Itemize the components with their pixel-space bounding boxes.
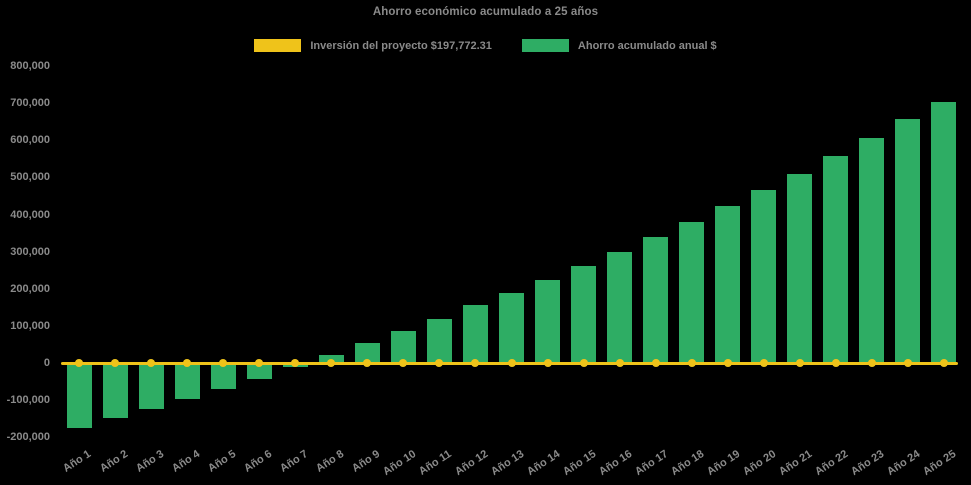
savings-bar-year-18 <box>679 221 705 364</box>
x-axis-tick-label: Año 14 <box>524 448 563 479</box>
savings-bar-year-9 <box>354 343 380 364</box>
investment-line-marker <box>759 359 768 368</box>
legend-label-savings: Ahorro acumulado anual $ <box>577 39 717 52</box>
savings-bar-year-25 <box>931 101 957 364</box>
y-axis-tick-label: 400,000 <box>10 208 50 221</box>
x-axis-tick-label: Año 8 <box>313 448 346 475</box>
savings-bar-year-17 <box>643 237 669 364</box>
savings-bar-year-19 <box>715 206 741 364</box>
investment-line-marker <box>867 359 876 368</box>
legend-item-investment: Inversión del proyecto $197,772.31 <box>254 39 492 52</box>
x-axis-tick-label: Año 2 <box>97 448 130 475</box>
savings-bar-swatch <box>521 39 569 52</box>
savings-bar-year-6 <box>246 363 272 379</box>
investment-line-marker <box>255 359 264 368</box>
y-axis-tick-label: 800,000 <box>10 60 50 72</box>
x-axis-tick-label: Año 11 <box>417 448 454 478</box>
investment-line-swatch <box>254 39 302 52</box>
investment-line-marker <box>723 359 732 368</box>
y-axis-tick-label: 300,000 <box>10 245 50 258</box>
x-axis-tick-label: Año 7 <box>277 448 310 475</box>
savings-bar-year-13 <box>499 293 524 364</box>
savings-bar-year-3 <box>138 363 164 409</box>
investment-line-marker <box>507 359 516 368</box>
savings-bar-year-14 <box>535 279 561 364</box>
investment-line-marker <box>615 359 624 368</box>
legend-label-investment: Inversión del proyecto $197,772.31 <box>310 39 492 52</box>
x-axis-tick-label: Año 16 <box>596 448 635 479</box>
savings-bar-year-15 <box>571 265 597 364</box>
investment-line-marker <box>687 359 696 368</box>
y-axis-tick-label: 0 <box>43 357 50 370</box>
savings-bar-year-24 <box>895 119 921 364</box>
investment-line-marker <box>75 359 84 368</box>
savings-bar-year-16 <box>607 251 633 364</box>
investment-line-marker <box>939 359 948 368</box>
x-axis-tick-label: Año 1 <box>61 448 94 475</box>
investment-line-marker <box>219 359 228 368</box>
savings-bar-year-12 <box>462 305 488 364</box>
investment-line-marker <box>291 359 300 368</box>
x-axis-tick-label: Año 25 <box>921 448 959 479</box>
savings-bar-year-10 <box>390 330 416 364</box>
chart-title: Ahorro económico acumulado a 25 años <box>372 6 599 18</box>
investment-line-marker <box>363 359 372 368</box>
x-axis-tick-label: Año 3 <box>133 448 166 475</box>
x-axis-tick-label: Año 12 <box>452 448 491 479</box>
x-axis-tick-label: Año 21 <box>777 448 815 479</box>
investment-line-marker <box>795 359 804 368</box>
x-axis-tick-label: Año 23 <box>849 448 887 479</box>
investment-line-marker <box>111 359 120 368</box>
investment-line-marker <box>471 359 480 368</box>
investment-line-marker <box>147 359 156 368</box>
savings-bar-year-5 <box>210 363 236 389</box>
x-axis-tick-label: Año 17 <box>632 448 671 479</box>
investment-line-marker <box>651 359 660 368</box>
x-axis-tick-label: Año 15 <box>560 448 599 479</box>
x-axis-tick-label: Año 24 <box>885 448 923 479</box>
x-axis-tick-label: Año 6 <box>241 448 274 475</box>
x-axis-tick-label: Año 20 <box>741 448 779 479</box>
savings-bar-year-2 <box>102 363 128 419</box>
savings-bar-year-4 <box>174 363 200 399</box>
x-axis-tick-label: Año 4 <box>169 448 202 475</box>
x-axis-tick-label: Año 9 <box>349 448 382 475</box>
investment-line-marker <box>399 359 408 368</box>
savings-bar-year-11 <box>426 318 452 364</box>
savings-bar-year-23 <box>859 138 885 364</box>
y-axis-tick-label: 100,000 <box>10 319 50 332</box>
investment-line-marker <box>903 359 912 368</box>
investment-line-marker <box>579 359 588 368</box>
y-axis-tick-label: -100,000 <box>6 394 50 407</box>
investment-line-marker <box>183 359 192 368</box>
investment-line-marker <box>435 359 444 368</box>
investment-line-marker <box>831 359 840 368</box>
savings-bar-year-22 <box>823 156 849 364</box>
y-axis-tick-label: 500,000 <box>10 171 50 184</box>
x-axis-tick-label: Año 22 <box>813 448 851 479</box>
x-axis-tick-label: Año 18 <box>668 448 707 479</box>
y-axis-tick-label: 700,000 <box>10 97 50 110</box>
savings-bar-year-21 <box>787 173 813 364</box>
y-axis-tick-label: -200,000 <box>6 431 50 444</box>
chart-legend: Inversión del proyecto $197,772.31 Ahorr… <box>0 39 971 52</box>
x-axis-tick-label: Año 13 <box>488 448 527 479</box>
x-axis-tick-label: Año 10 <box>380 448 418 479</box>
y-axis-tick-label: 200,000 <box>10 282 50 295</box>
savings-bar-year-1 <box>66 363 92 428</box>
savings-bar-year-20 <box>751 189 777 364</box>
x-axis-tick-label: Año 19 <box>704 448 743 479</box>
y-axis-tick-label: 600,000 <box>10 134 50 147</box>
investment-line-marker <box>327 359 336 368</box>
investment-line-marker <box>543 359 552 368</box>
legend-item-savings: Ahorro acumulado anual $ <box>521 39 717 52</box>
x-axis-tick-label: Año 5 <box>205 448 238 475</box>
